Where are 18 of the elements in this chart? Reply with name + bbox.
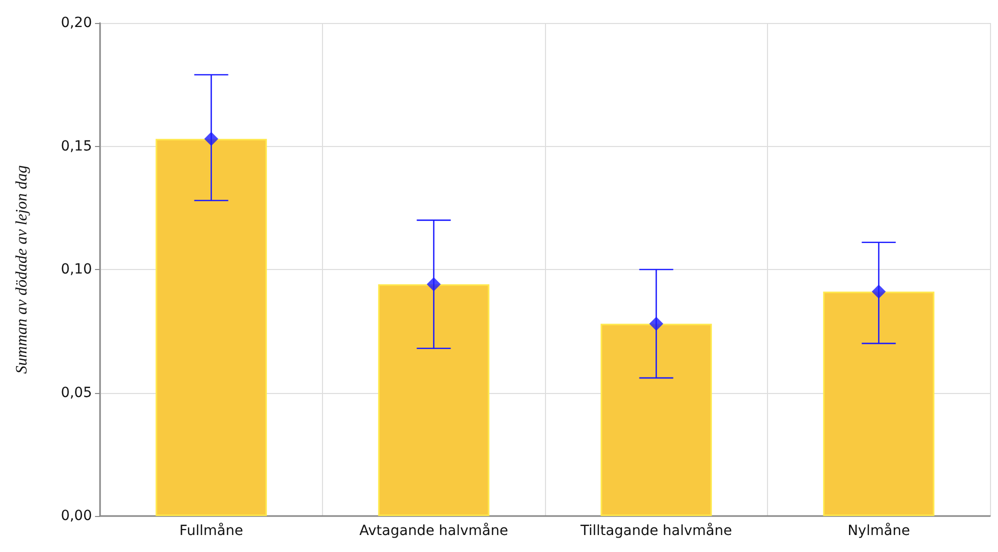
bar bbox=[823, 292, 934, 516]
y-tick-label: 0,10 bbox=[60, 262, 92, 278]
x-tick-label: Nylmåne bbox=[848, 522, 910, 539]
point bbox=[649, 316, 664, 331]
y-tick-label: 0,05 bbox=[60, 384, 92, 401]
y-axis-title: Summan av dödade av lejon dag bbox=[14, 165, 30, 374]
y-tick-label: 0,15 bbox=[60, 138, 92, 154]
bar bbox=[156, 138, 267, 516]
y-tick-label: 0,00 bbox=[60, 508, 92, 524]
x-tick-label: Tilltagande halvmåne bbox=[580, 522, 732, 539]
x-tick-label: Avtagande halvmåne bbox=[359, 522, 508, 539]
y-tick-label: 0,20 bbox=[60, 15, 92, 31]
point bbox=[872, 284, 886, 299]
bar bbox=[600, 324, 712, 516]
x-tick-label: Fullmåne bbox=[179, 522, 244, 539]
point bbox=[204, 132, 218, 146]
point bbox=[426, 277, 441, 292]
bar bbox=[378, 284, 490, 516]
